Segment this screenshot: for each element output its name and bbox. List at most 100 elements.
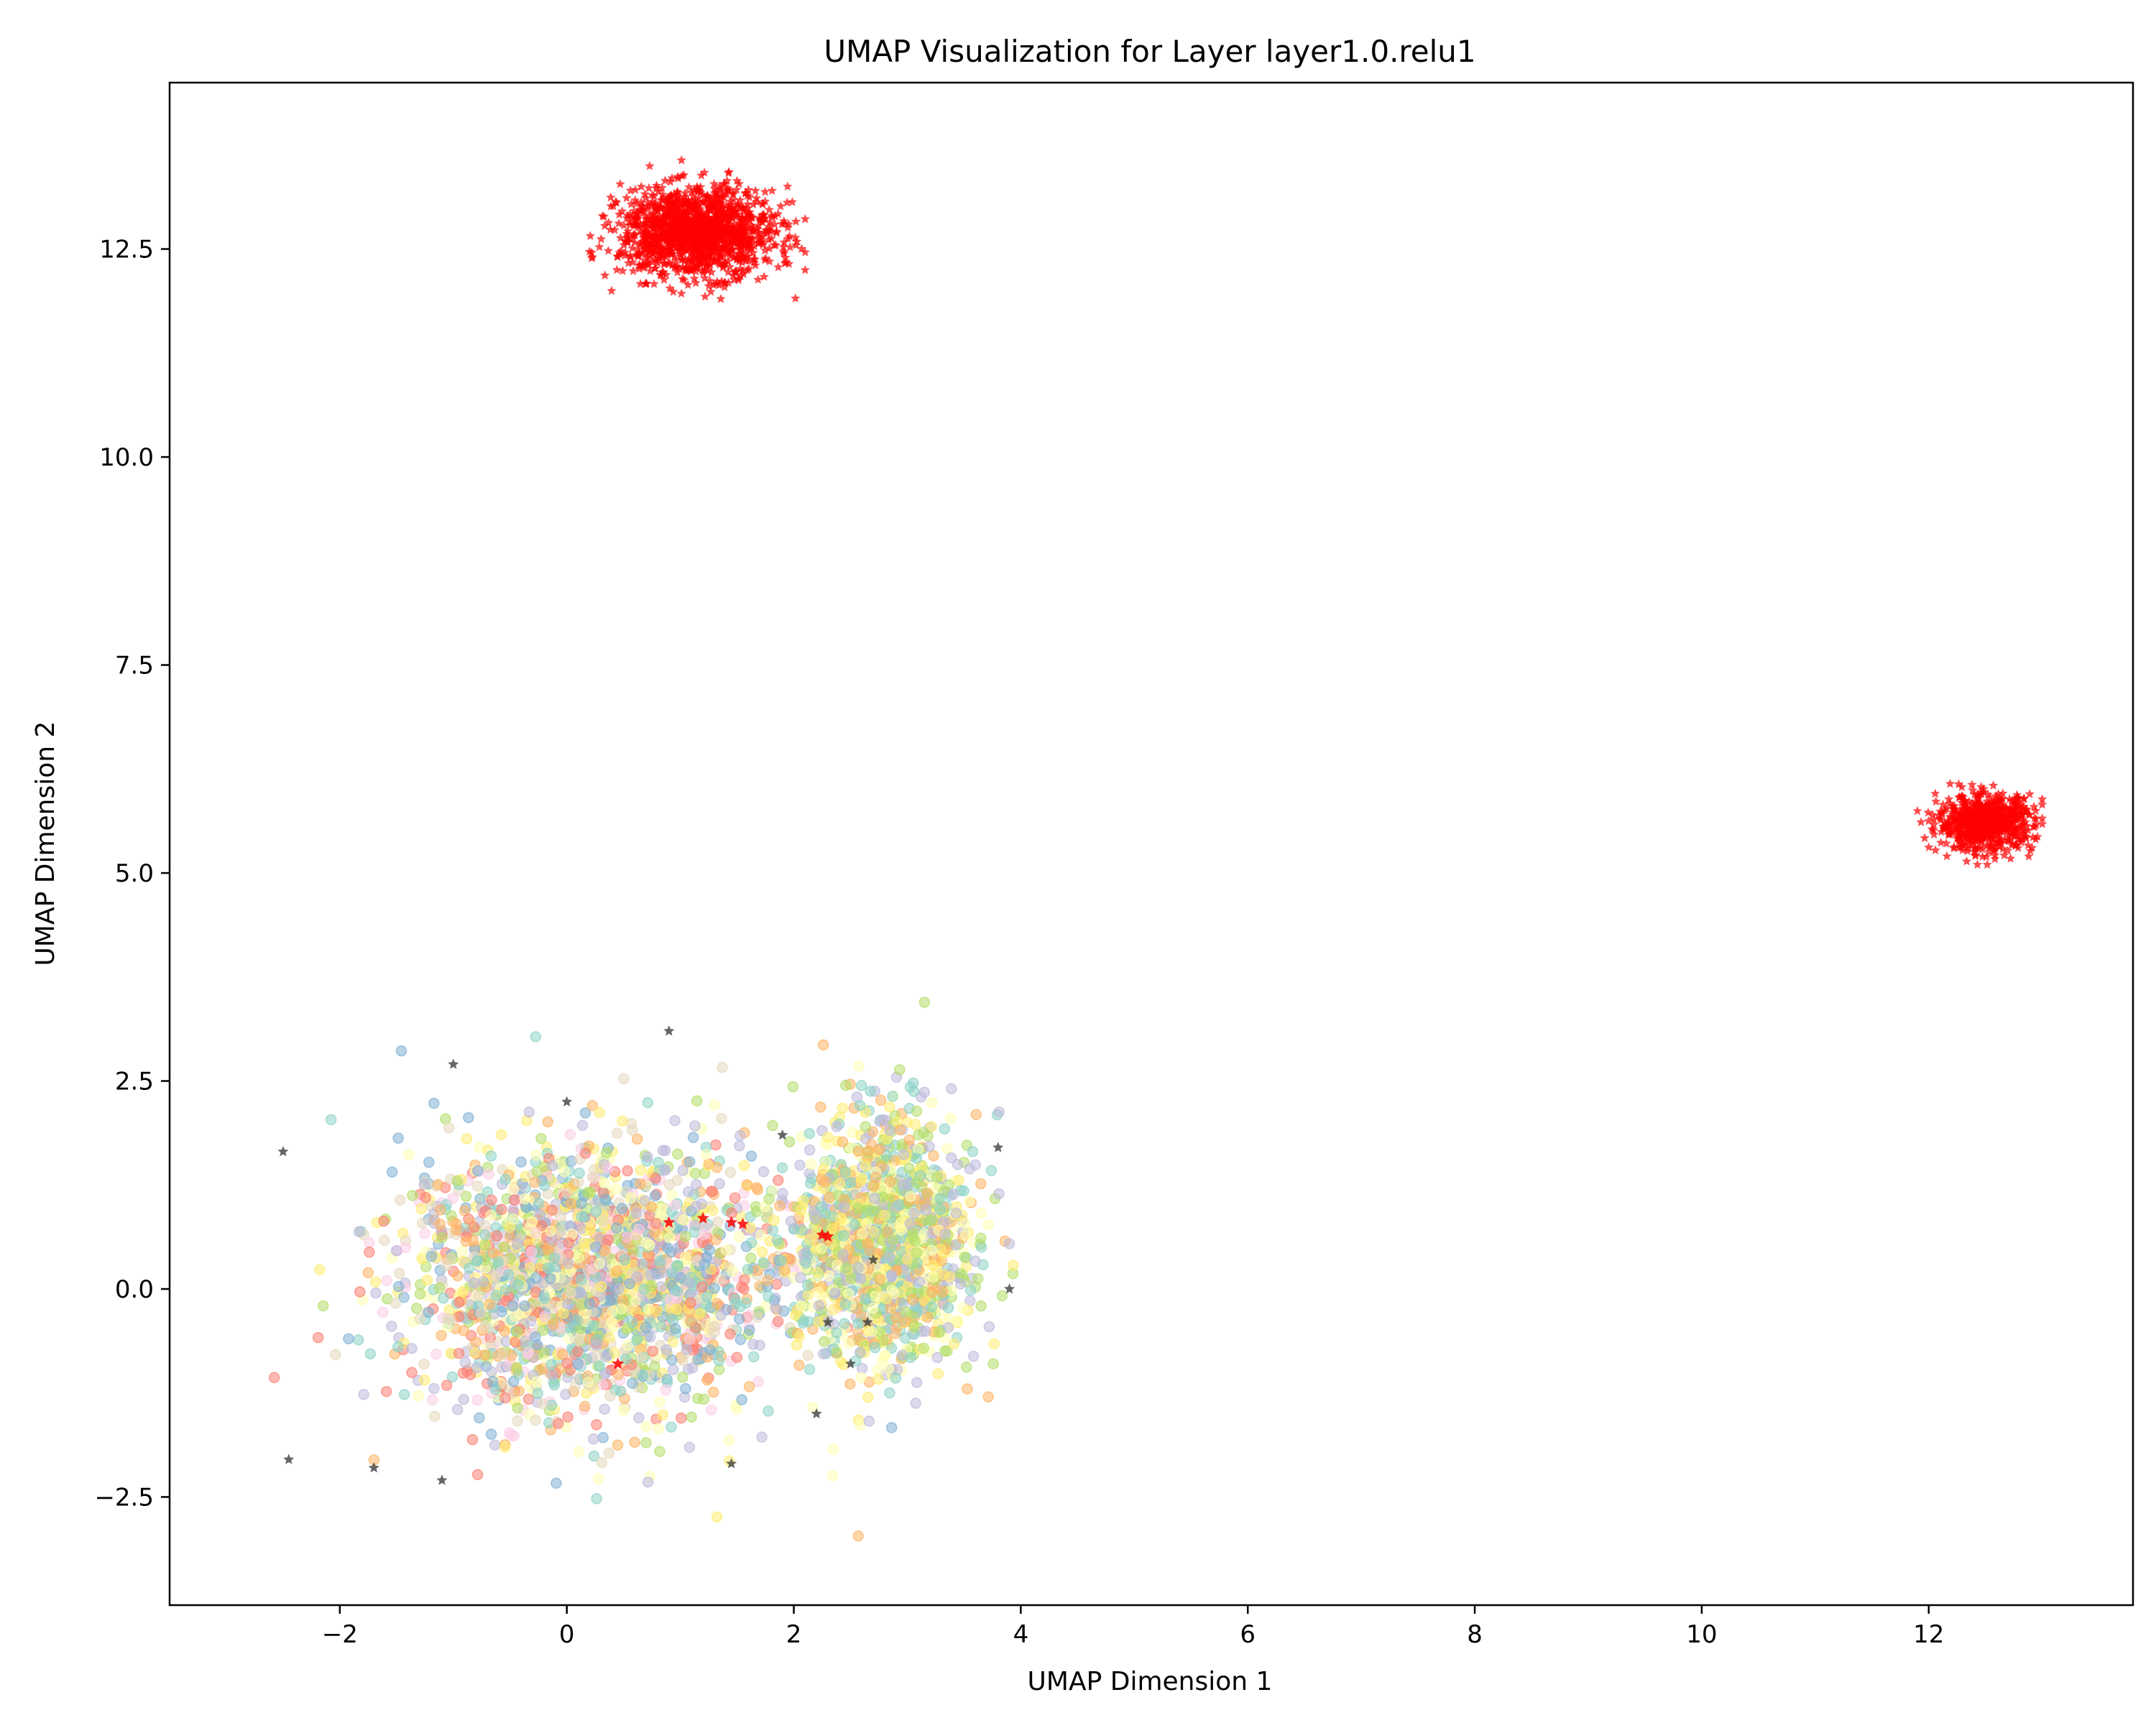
scatter-point — [535, 1364, 547, 1375]
scatter-star-point — [725, 224, 735, 234]
scatter-star-point — [622, 193, 632, 203]
scatter-point — [927, 1260, 939, 1272]
scatter-star-point — [649, 191, 659, 200]
scatter-point — [378, 1234, 390, 1247]
scatter-point — [479, 1219, 492, 1232]
scatter-point — [420, 1191, 431, 1203]
scatter-star-point — [792, 236, 802, 246]
scatter-point — [864, 1244, 876, 1256]
scatter-star-point — [658, 215, 668, 225]
scatter-point — [906, 1293, 918, 1306]
scatter-point — [406, 1367, 418, 1379]
scatter-point — [428, 1097, 440, 1109]
scatter-star-point — [770, 211, 780, 221]
scatter-point — [796, 1300, 807, 1312]
scatter-point — [426, 1394, 438, 1406]
scatter-point — [860, 1218, 872, 1229]
scatter-point — [599, 1403, 610, 1415]
scatter-star-point — [709, 279, 719, 290]
scatter-point — [446, 1371, 459, 1383]
scatter-point — [953, 1174, 964, 1186]
scatter-point — [594, 1257, 606, 1270]
scatter-point — [588, 1433, 599, 1445]
scatter-star-point — [665, 177, 676, 186]
scatter-point — [556, 1225, 568, 1237]
scatter-point — [400, 1242, 412, 1254]
scatter-point — [491, 1230, 502, 1242]
scatter-point — [428, 1382, 440, 1395]
scatter-star-point — [638, 261, 648, 271]
scatter-point — [474, 1412, 485, 1424]
scatter-point — [532, 1387, 544, 1399]
scatter-point — [546, 1204, 558, 1216]
scatter-point — [763, 1290, 775, 1303]
scatter-point — [872, 1373, 884, 1385]
scatter-point — [588, 1164, 600, 1175]
scatter-point — [671, 1285, 683, 1297]
scatter-point — [931, 1171, 943, 1183]
scatter-point — [767, 1224, 779, 1236]
scatter-point — [941, 1142, 953, 1155]
scatter-point — [625, 1192, 637, 1203]
scatter-star-point — [640, 233, 650, 242]
scatter-point — [960, 1362, 972, 1373]
scatter-star-point — [665, 246, 676, 257]
scatter-star-point — [645, 266, 655, 275]
scatter-point — [450, 1218, 462, 1229]
scatter-point — [614, 1385, 627, 1397]
scatter-star-point — [681, 216, 692, 226]
scatter-point — [934, 1193, 946, 1205]
scatter-point — [497, 1349, 509, 1361]
scatter-point — [803, 1127, 816, 1140]
scatter-point — [443, 1122, 455, 1134]
scatter-point — [860, 1121, 872, 1132]
scatter-point — [838, 1201, 850, 1213]
scatter-point — [920, 1203, 932, 1216]
scatter-point — [530, 1227, 542, 1239]
scatter-star-point — [606, 192, 616, 202]
scatter-point — [560, 1388, 571, 1400]
scatter-point — [602, 1163, 614, 1174]
scatter-star-point — [653, 216, 663, 225]
scatter-point — [772, 1316, 784, 1327]
scatter-point — [763, 1193, 775, 1205]
scatter-point — [530, 1031, 542, 1043]
scatter-point — [727, 1265, 739, 1277]
scatter-point — [923, 1140, 935, 1152]
scatter-point — [957, 1302, 969, 1314]
scatter-point — [740, 1297, 752, 1309]
scatter-point — [884, 1124, 895, 1136]
scatter-star-point — [780, 258, 790, 268]
scatter-star-point — [694, 200, 704, 209]
scatter-star-point — [676, 155, 686, 165]
scatter-point — [485, 1209, 497, 1221]
scatter-point — [398, 1389, 410, 1400]
scatter-point — [883, 1250, 895, 1262]
scatter-star-point — [668, 213, 678, 223]
scatter-point — [946, 1284, 957, 1296]
scatter-point — [377, 1306, 389, 1318]
scatter-star-point — [673, 173, 683, 182]
scatter-point — [704, 1344, 716, 1356]
scatter-point — [911, 1247, 923, 1259]
scatter-star-point — [741, 256, 751, 265]
scatter-point — [558, 1308, 569, 1319]
scatter-star-point — [619, 240, 630, 249]
scatter-point — [604, 1390, 616, 1402]
scatter-point — [964, 1163, 976, 1175]
scatter-star-point — [700, 291, 710, 301]
scatter-point — [596, 1456, 608, 1469]
scatter-point — [738, 1283, 750, 1295]
scatter-point — [512, 1402, 523, 1414]
scatter-star-point — [688, 185, 699, 195]
scatter-point — [600, 1147, 612, 1159]
scatter-point — [633, 1412, 645, 1424]
scatter-point — [1008, 1260, 1019, 1271]
scatter-point — [717, 1061, 728, 1073]
scatter-point — [970, 1109, 982, 1120]
scatter-point — [815, 1201, 826, 1213]
scatter-point — [710, 1234, 722, 1246]
scatter-star-point — [636, 181, 646, 191]
scatter-point — [975, 1207, 987, 1219]
scatter-point — [573, 1167, 585, 1179]
